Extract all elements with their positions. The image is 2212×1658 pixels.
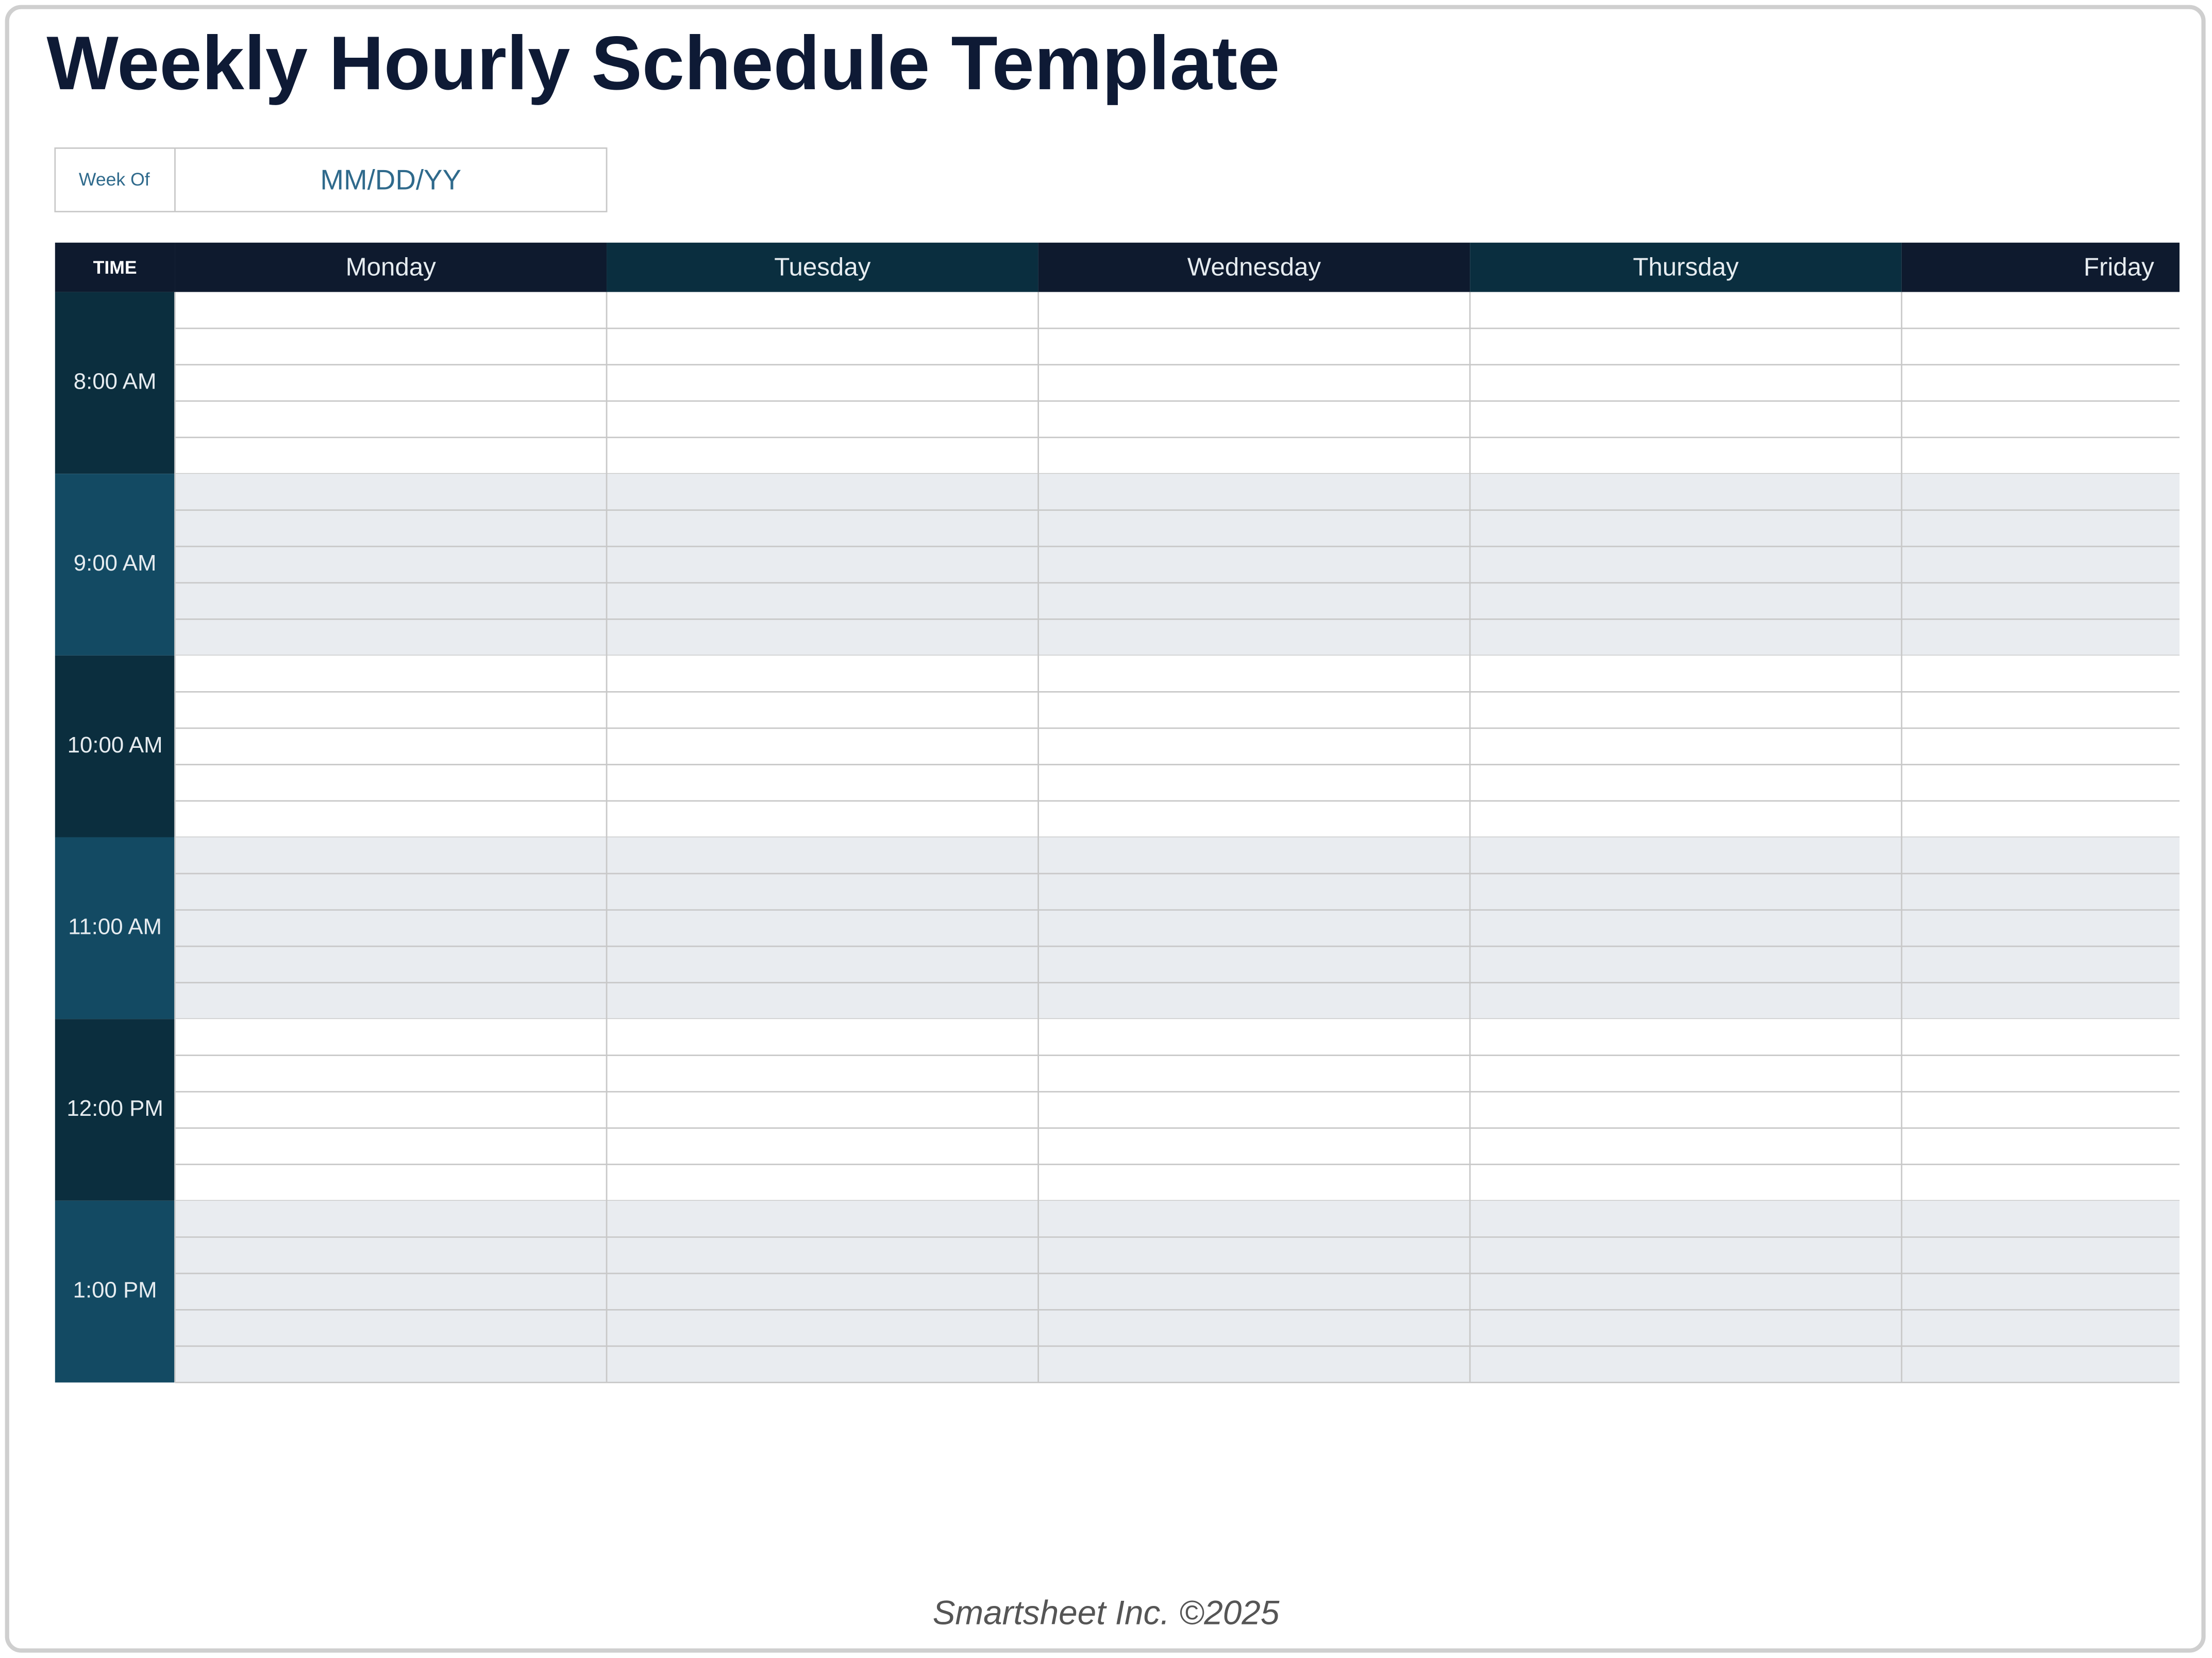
title: Weekly Hourly Schedule Template bbox=[46, 21, 1280, 106]
time-label: 9:00 AM bbox=[74, 550, 157, 576]
week-of-value: MM/DD/YY bbox=[320, 164, 461, 196]
day-header: Monday bbox=[346, 253, 437, 281]
time-label: 11:00 AM bbox=[68, 914, 162, 939]
day-header-cell bbox=[1901, 242, 2180, 292]
time-header-cell bbox=[55, 242, 175, 292]
time-label: 8:00 AM bbox=[74, 369, 157, 394]
hour-band bbox=[175, 474, 2180, 656]
week-of-box bbox=[54, 147, 608, 212]
time-cell bbox=[55, 292, 175, 474]
time-cell bbox=[55, 655, 175, 838]
hour-band bbox=[175, 1019, 2180, 1201]
footer: Smartsheet Inc. ©2025 bbox=[933, 1594, 1280, 1631]
hour-band bbox=[175, 837, 2180, 1019]
time-cell bbox=[55, 837, 175, 1019]
time-cell bbox=[55, 474, 175, 656]
week-of-label: Week Of bbox=[79, 169, 150, 190]
day-header-cell bbox=[175, 242, 607, 292]
day-header: Thursday bbox=[1633, 253, 1739, 281]
hour-band bbox=[175, 1200, 2180, 1383]
day-header: Friday bbox=[2084, 253, 2154, 281]
time-header: TIME bbox=[93, 257, 137, 278]
time-label: 1:00 PM bbox=[73, 1278, 157, 1303]
time-label: 10:00 AM bbox=[68, 732, 163, 758]
time-cell bbox=[55, 1019, 175, 1201]
hour-band bbox=[175, 292, 2180, 474]
day-header-cell bbox=[1038, 242, 1470, 292]
time-cell bbox=[55, 1200, 175, 1383]
hour-band bbox=[175, 655, 2180, 838]
day-header: Wednesday bbox=[1187, 253, 1321, 281]
time-label: 12:00 PM bbox=[66, 1096, 163, 1121]
day-header-cell bbox=[1470, 242, 1902, 292]
day-header-cell bbox=[607, 242, 1038, 292]
day-header: Tuesday bbox=[774, 253, 870, 281]
